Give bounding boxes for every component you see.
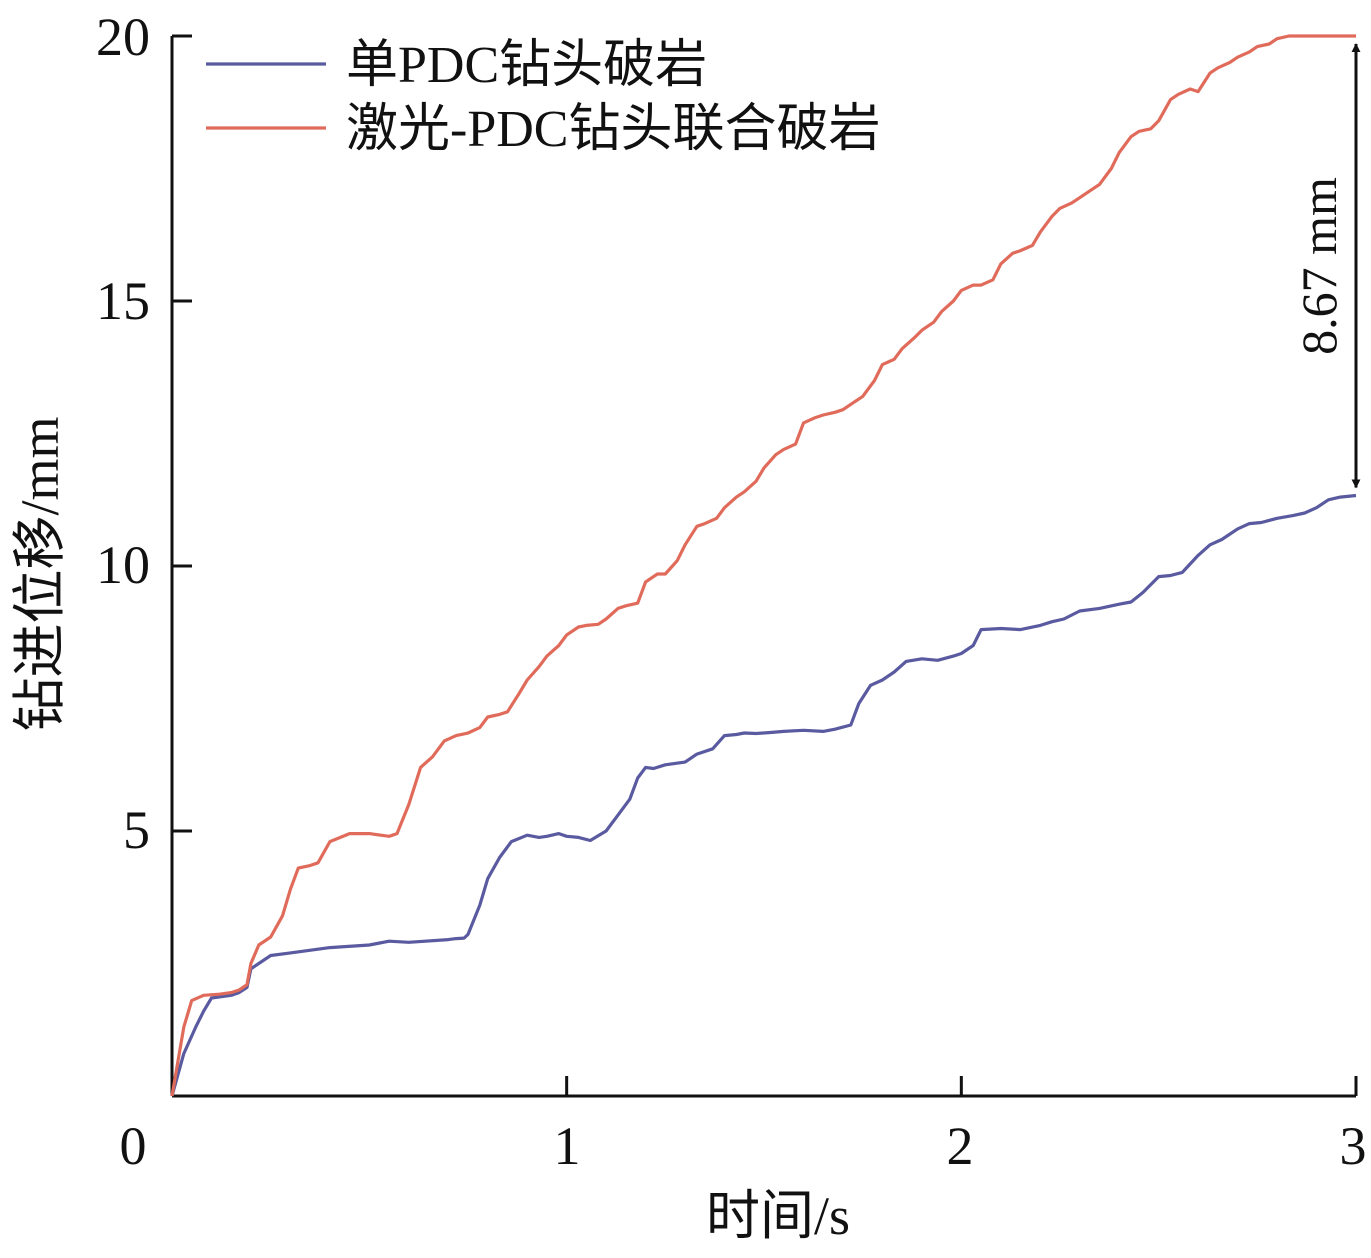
- legend: 单PDC钻头破岩 激光-PDC钻头联合破岩: [206, 37, 880, 158]
- legend-label-laser-pdc: 激光-PDC钻头联合破岩: [346, 101, 880, 158]
- legend-label-single-pdc: 单PDC钻头破岩: [346, 37, 707, 94]
- x-tick-label-0: 0: [120, 1116, 147, 1176]
- series-line-single-pdc: [170, 493, 1357, 1097]
- tick-marks: [172, 34, 1358, 1096]
- x-tick-label-1: 1: [554, 1116, 581, 1176]
- series-line-laser-pdc: [170, 34, 1356, 1097]
- difference-label: 8.67 mm: [1291, 177, 1347, 355]
- x-tick-label-3: 3: [1340, 1116, 1367, 1176]
- y-tick-label-20: 20: [96, 7, 150, 67]
- y-tick-label-5: 5: [123, 800, 150, 860]
- y-tick-label-10: 10: [96, 535, 150, 595]
- x-tick-label-2: 2: [947, 1116, 974, 1176]
- y-axis-title: 钻进位移/mm: [10, 416, 70, 731]
- x-axis-title: 时间/s: [706, 1186, 850, 1246]
- y-tick-label-15: 15: [96, 271, 150, 331]
